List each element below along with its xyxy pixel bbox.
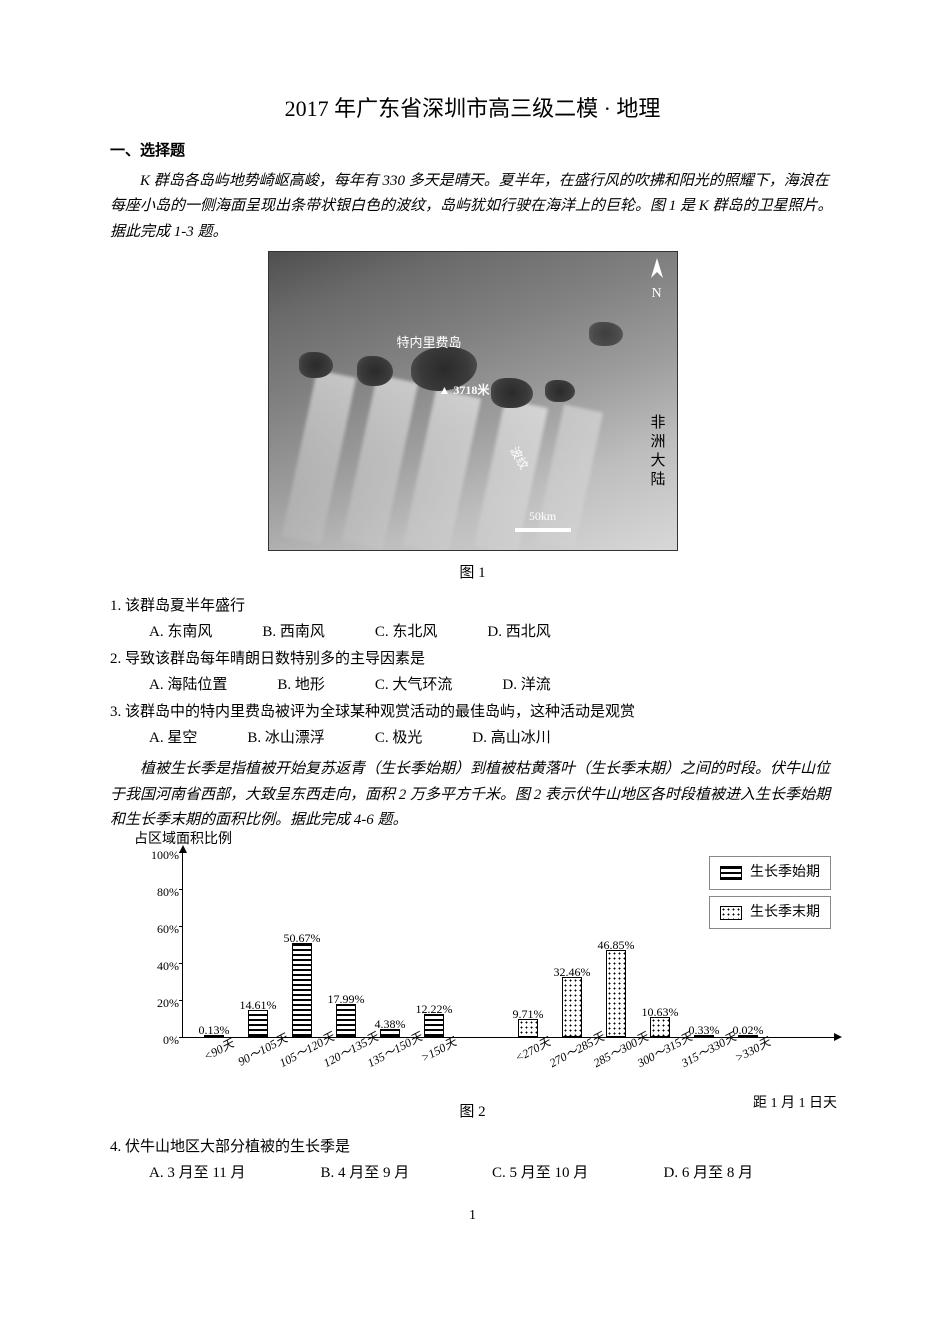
north-label: N (651, 282, 661, 306)
bar-group: 0.13%<90天 (191, 1035, 237, 1037)
bar-group: 4.38%135～150天 (367, 1029, 413, 1037)
north-arrow-icon: N (649, 258, 665, 306)
bar-end: 10.63% (650, 1017, 670, 1037)
q1-option-c: C. 东北风 (375, 620, 438, 646)
bar-group: 46.85%285～300天 (593, 950, 639, 1037)
q2-option-a: A. 海陆位置 (149, 673, 227, 699)
q1-option-d: D. 西北风 (487, 620, 550, 646)
q1-option-a: A. 东南风 (149, 620, 212, 646)
q2-option-b: B. 地形 (277, 673, 325, 699)
page-title: 2017 年广东省深圳市高三级二模 · 地理 (110, 90, 835, 127)
question-2-stem: 2. 导致该群岛每年晴朗日数特别多的主导因素是 (110, 647, 835, 673)
figure-2-caption: 图 2 (110, 1100, 835, 1126)
mainland-label: 非洲大陆 (643, 414, 669, 490)
island-name-label: 特内里费岛 (397, 332, 462, 354)
bar-end: 32.46% (562, 977, 582, 1037)
bar-group: 32.46%270～285天 (549, 977, 595, 1037)
bar-group: 12.22%>150天 (411, 1014, 457, 1037)
bar-start: 4.38% (380, 1029, 400, 1037)
question-4: 4. 伏牛山地区大部分植被的生长季是 A. 3 月至 11 月 B. 4 月至 … (110, 1135, 835, 1186)
y-tick-label: 40% (145, 956, 179, 976)
page-number: 1 (110, 1204, 835, 1228)
legend-swatch-start (720, 866, 742, 880)
q3-option-b: B. 冰山漂浮 (247, 726, 325, 752)
bar-start: 50.67% (292, 943, 312, 1037)
satellite-photo: N 特内里费岛 ▲ 3718米 波纹 50km 非洲大陆 (268, 251, 678, 551)
question-3: 3. 该群岛中的特内里费岛被评为全球某种观赏活动的最佳岛屿，这种活动是观赏 A.… (110, 700, 835, 751)
chart-legend: 生长季始期 生长季末期 (709, 850, 831, 936)
question-1: 1. 该群岛夏半年盛行 A. 东南风 B. 西南风 C. 东北风 D. 西北风 (110, 594, 835, 645)
question-1-stem: 1. 该群岛夏半年盛行 (110, 594, 835, 620)
bar-group: 17.99%120～135天 (323, 1004, 369, 1037)
y-tick-label: 80% (145, 882, 179, 902)
passage-b: 植被生长季是指植被开始复苏返青（生长季始期）到植被枯黄落叶（生长季末期）之间的时… (110, 757, 835, 834)
bar-group: 0.02%>330天 (725, 1035, 771, 1037)
bar-start: 17.99% (336, 1004, 356, 1037)
q2-option-d: D. 洋流 (502, 673, 550, 699)
scale-value: 50km (529, 506, 556, 526)
bar-value-label: 32.46% (554, 962, 591, 982)
q4-option-b: B. 4 月至 9 月 (321, 1161, 493, 1187)
bar-value-label: 12.22% (416, 999, 453, 1019)
chart-bars: 0.13%<90天14.61%90～105天50.67%105～120天17.9… (191, 852, 675, 1037)
figure-1: N 特内里费岛 ▲ 3718米 波纹 50km 非洲大陆 图 1 (110, 251, 835, 586)
legend-swatch-end (720, 906, 742, 920)
bar-start: 14.61% (248, 1010, 268, 1037)
q2-option-c: C. 大气环流 (375, 673, 453, 699)
question-3-stem: 3. 该群岛中的特内里费岛被评为全球某种观赏活动的最佳岛屿，这种活动是观赏 (110, 700, 835, 726)
bar-start: 12.22% (424, 1014, 444, 1037)
y-tick-label: 0% (145, 1030, 179, 1050)
bar-group: 0.33%315～330天 (681, 1035, 727, 1037)
bar-group: 14.61%90～105天 (235, 1010, 281, 1037)
q3-option-c: C. 极光 (375, 726, 423, 752)
q3-option-d: D. 高山冰川 (472, 726, 550, 752)
q4-option-d: D. 6 月至 8 月 (664, 1161, 836, 1187)
bar-value-label: 17.99% (328, 989, 365, 1009)
bar-value-label: 46.85% (598, 935, 635, 955)
question-4-stem: 4. 伏牛山地区大部分植被的生长季是 (110, 1135, 835, 1161)
y-tick-label: 20% (145, 993, 179, 1013)
y-tick-label: 60% (145, 919, 179, 939)
section-heading: 一、选择题 (110, 139, 835, 165)
bar-group: 10.63%300～315天 (637, 1017, 683, 1037)
y-tick-label: 100% (145, 845, 179, 865)
figure-2-chart: 占区域面积比例 0%20%40%60%80%100%0.13%<90天14.61… (110, 848, 835, 1078)
bar-end: 46.85% (606, 950, 626, 1037)
figure-1-caption: 图 1 (110, 561, 835, 587)
arrow-right-icon (834, 1033, 842, 1041)
bar-value-label: 10.63% (642, 1002, 679, 1022)
bar-value-label: 50.67% (284, 928, 321, 948)
bar-value-label: 9.71% (513, 1004, 544, 1024)
q4-option-c: C. 5 月至 10 月 (492, 1161, 664, 1187)
altitude-value: 3718米 (453, 383, 489, 397)
q4-option-a: A. 3 月至 11 月 (149, 1161, 321, 1187)
q3-option-a: A. 星空 (149, 726, 197, 752)
legend-label-start: 生长季始期 (750, 861, 820, 885)
bar-group: 9.71%<270天 (505, 1019, 551, 1037)
q1-option-b: B. 西南风 (262, 620, 325, 646)
bar-end: 9.71% (518, 1019, 538, 1037)
question-2: 2. 导致该群岛每年晴朗日数特别多的主导因素是 A. 海陆位置 B. 地形 C.… (110, 647, 835, 698)
passage-a: K 群岛各岛屿地势崎岖高峻，每年有 330 多天是晴天。夏半年，在盛行风的吹拂和… (110, 169, 835, 246)
bar-group: 50.67%105～120天 (279, 943, 325, 1037)
altitude-label: ▲ 3718米 (439, 380, 490, 400)
chart-x-axis-title: 距 1 月 1 日天 (753, 1092, 837, 1116)
legend-label-end: 生长季末期 (750, 901, 820, 925)
bar-value-label: 14.61% (240, 995, 277, 1015)
scale-bar: 50km (515, 506, 571, 532)
bar-value-label: 4.38% (375, 1014, 406, 1034)
